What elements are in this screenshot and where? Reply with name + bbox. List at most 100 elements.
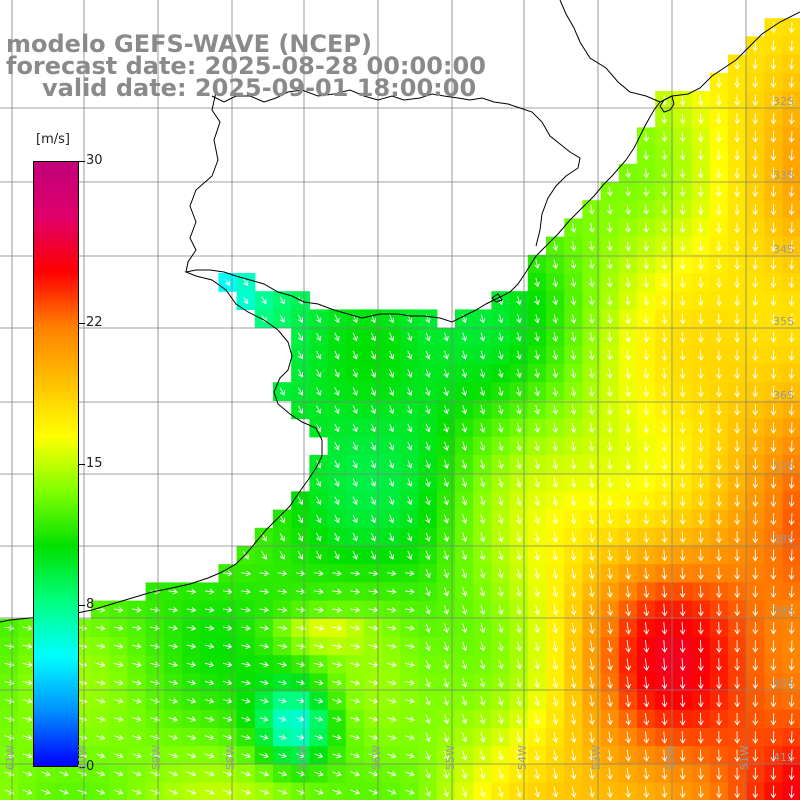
- wind-arrow: [259, 570, 270, 577]
- wind-arrow: [552, 731, 559, 744]
- wind-arrow: [752, 131, 759, 143]
- wind-arrow: [752, 240, 759, 252]
- wind-arrow: [497, 532, 504, 543]
- wind-arrow: [770, 694, 777, 708]
- wind-arrow: [204, 771, 215, 777]
- wind-arrow: [716, 676, 722, 690]
- wind-arrow: [168, 679, 179, 686]
- wind-arrow: [679, 749, 686, 762]
- wind-arrow: [443, 568, 449, 579]
- wind-arrow: [534, 531, 541, 543]
- wind-arrow: [770, 258, 777, 271]
- wind-arrow: [734, 185, 740, 198]
- wind-arrow: [95, 789, 106, 795]
- wind-arrow: [716, 712, 722, 726]
- wind-arrow: [625, 240, 631, 252]
- wind-arrow: [350, 643, 361, 650]
- wind-arrow: [95, 643, 106, 650]
- wind-arrow: [661, 585, 668, 599]
- wind-arrow: [643, 222, 650, 234]
- wind-arrow: [643, 349, 650, 361]
- wind-arrow: [497, 714, 504, 725]
- wind-arrow: [770, 767, 777, 781]
- wind-arrow: [570, 768, 577, 780]
- wind-arrow: [241, 625, 251, 631]
- wind-arrow: [625, 531, 631, 543]
- wind-arrow: [225, 278, 230, 286]
- wind-arrow: [350, 734, 361, 741]
- wind-arrow: [588, 531, 595, 543]
- wind-arrow: [716, 422, 722, 434]
- wind-arrow: [386, 606, 397, 613]
- wind-arrow: [352, 369, 358, 378]
- wind-arrow: [425, 478, 431, 488]
- wind-arrow: [716, 185, 722, 198]
- wind-arrow: [461, 350, 468, 360]
- wind-arrow: [734, 440, 740, 453]
- wind-arrow: [516, 459, 522, 470]
- wind-arrow: [734, 494, 740, 507]
- wind-arrow: [386, 625, 397, 631]
- wind-arrow: [679, 621, 686, 635]
- wind-arrow: [386, 679, 397, 686]
- wind-arrow: [752, 58, 759, 70]
- wind-arrow: [716, 295, 722, 307]
- wind-arrow: [352, 405, 358, 415]
- wind-arrow: [407, 405, 413, 415]
- wind-arrow: [752, 513, 759, 526]
- wind-arrow: [697, 658, 704, 672]
- wind-arrow: [516, 368, 522, 379]
- wind-arrow: [661, 459, 668, 470]
- wind-arrow: [752, 458, 759, 471]
- wind-arrow: [479, 768, 486, 780]
- wind-arrow: [570, 404, 577, 416]
- wind-arrow: [643, 422, 650, 434]
- wind-arrow: [661, 149, 668, 161]
- wind-arrow: [295, 588, 306, 595]
- wind-arrow: [770, 385, 777, 398]
- wind-arrow: [334, 441, 340, 451]
- wind-arrow: [443, 623, 449, 634]
- wind-arrow: [734, 458, 740, 471]
- wind-arrow: [370, 423, 376, 433]
- wind-arrow: [625, 676, 632, 690]
- wind-arrow: [770, 222, 777, 234]
- wind-arrow: [661, 621, 668, 635]
- wind-arrow: [716, 276, 722, 289]
- wind-arrow: [570, 441, 577, 452]
- wind-arrow: [607, 731, 613, 744]
- wind-arrow: [588, 713, 595, 726]
- wind-arrow: [607, 477, 613, 489]
- wind-arrow: [534, 713, 541, 725]
- wind-arrow: [516, 423, 522, 434]
- wind-arrow: [259, 625, 270, 631]
- wind-arrow: [625, 477, 631, 489]
- wind-arrow: [552, 422, 559, 434]
- wind-speed-cell: [109, 782, 128, 800]
- wind-arrow: [661, 640, 668, 653]
- wind-arrow: [643, 786, 650, 799]
- wind-arrow: [788, 76, 795, 89]
- wind-arrow: [370, 514, 376, 524]
- wind-arrow: [241, 771, 252, 777]
- wind-arrow: [570, 586, 577, 598]
- wind-arrow: [570, 295, 577, 306]
- wind-arrow: [332, 698, 342, 704]
- wind-arrow: [661, 658, 668, 672]
- wind-arrow: [661, 113, 668, 124]
- wind-arrow: [661, 204, 668, 215]
- wind-arrow: [788, 331, 795, 343]
- wind-arrow: [279, 532, 285, 542]
- wind-arrow: [95, 698, 106, 704]
- wind-arrow: [316, 314, 322, 324]
- wind-arrow: [661, 349, 668, 361]
- wind-arrow: [770, 149, 777, 161]
- wind-arrow: [368, 771, 379, 777]
- wind-arrow: [716, 585, 722, 599]
- wind-arrow: [95, 661, 106, 668]
- wind-arrow: [425, 605, 431, 615]
- wind-arrow: [241, 679, 251, 686]
- wind-arrow: [752, 404, 759, 416]
- wind-arrow: [407, 550, 413, 560]
